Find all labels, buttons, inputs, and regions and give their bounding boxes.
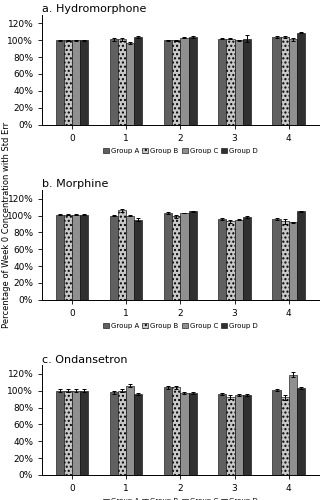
Bar bbox=[64, 391, 72, 475]
Bar bbox=[56, 40, 64, 124]
Text: b. Morphine: b. Morphine bbox=[42, 180, 109, 190]
Bar bbox=[110, 392, 118, 475]
Bar bbox=[272, 219, 280, 300]
Bar bbox=[56, 214, 64, 300]
Bar bbox=[243, 395, 251, 475]
Bar bbox=[172, 216, 180, 300]
Bar bbox=[235, 395, 243, 475]
Bar bbox=[218, 394, 227, 475]
Bar bbox=[235, 40, 243, 124]
Bar bbox=[72, 40, 80, 124]
Bar bbox=[80, 391, 88, 475]
Bar bbox=[289, 40, 297, 124]
Bar bbox=[297, 388, 305, 475]
Bar bbox=[134, 220, 142, 300]
Bar bbox=[297, 32, 305, 124]
Legend: Group A, Group B, Group C, Group D: Group A, Group B, Group C, Group D bbox=[103, 323, 258, 329]
Bar bbox=[188, 394, 197, 475]
Bar bbox=[72, 214, 80, 300]
Bar bbox=[218, 219, 227, 300]
Bar bbox=[172, 388, 180, 475]
Bar bbox=[134, 37, 142, 124]
Legend: Group A, Group B, Group C, Group D: Group A, Group B, Group C, Group D bbox=[103, 148, 258, 154]
Bar bbox=[297, 212, 305, 300]
Bar bbox=[289, 374, 297, 475]
Bar bbox=[272, 37, 280, 124]
Bar bbox=[272, 390, 280, 475]
Bar bbox=[118, 210, 126, 300]
Bar bbox=[164, 40, 172, 124]
Bar bbox=[80, 40, 88, 124]
Bar bbox=[243, 38, 251, 124]
Text: Percentage of Week 0 Concentration with Std Err: Percentage of Week 0 Concentration with … bbox=[2, 122, 11, 328]
Bar bbox=[280, 222, 289, 300]
Bar bbox=[126, 216, 134, 300]
Bar bbox=[289, 222, 297, 300]
Bar bbox=[243, 217, 251, 300]
Bar bbox=[180, 213, 188, 300]
Bar bbox=[172, 40, 180, 124]
Bar bbox=[72, 391, 80, 475]
Bar bbox=[180, 38, 188, 124]
Bar bbox=[227, 396, 235, 475]
Bar bbox=[64, 40, 72, 124]
Bar bbox=[280, 37, 289, 124]
Bar bbox=[188, 212, 197, 300]
Bar bbox=[110, 216, 118, 300]
Bar bbox=[64, 214, 72, 300]
Bar bbox=[80, 214, 88, 300]
Bar bbox=[227, 222, 235, 300]
Bar bbox=[180, 394, 188, 475]
Bar bbox=[164, 213, 172, 300]
Bar bbox=[164, 388, 172, 475]
Bar bbox=[134, 394, 142, 475]
Text: a. Hydromorphone: a. Hydromorphone bbox=[42, 4, 147, 14]
Bar bbox=[126, 386, 134, 475]
Bar bbox=[56, 391, 64, 475]
Bar bbox=[110, 40, 118, 124]
Bar bbox=[235, 220, 243, 300]
Bar bbox=[118, 391, 126, 475]
Bar bbox=[280, 398, 289, 475]
Legend: Group A, Group B, Group C, Group D: Group A, Group B, Group C, Group D bbox=[103, 498, 258, 500]
Bar bbox=[118, 40, 126, 124]
Bar bbox=[218, 38, 227, 124]
Text: c. Ondansetron: c. Ondansetron bbox=[42, 354, 128, 364]
Bar bbox=[126, 43, 134, 124]
Bar bbox=[188, 37, 197, 124]
Bar bbox=[227, 38, 235, 124]
